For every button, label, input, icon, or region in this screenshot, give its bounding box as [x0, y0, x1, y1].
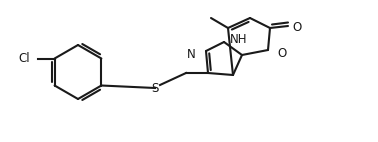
- Text: Cl: Cl: [18, 52, 29, 65]
- Text: O: O: [277, 46, 286, 59]
- Text: N: N: [187, 48, 196, 60]
- Text: O: O: [292, 20, 301, 34]
- Text: NH: NH: [230, 33, 248, 45]
- Text: S: S: [151, 82, 159, 94]
